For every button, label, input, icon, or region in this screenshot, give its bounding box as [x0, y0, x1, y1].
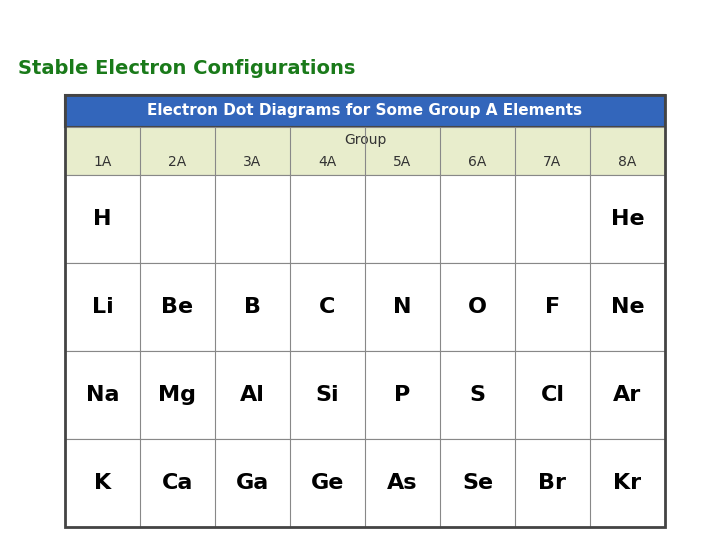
Bar	[65, 175, 665, 263]
Text: Br: Br	[539, 473, 567, 493]
Text: He: He	[611, 209, 644, 229]
Text: Li: Li	[91, 297, 113, 317]
Text: N: N	[393, 297, 412, 317]
Text: B: B	[244, 297, 261, 317]
Text: 6A: 6A	[468, 154, 487, 168]
Text: Se: Se	[462, 473, 493, 493]
Text: Mg: Mg	[158, 385, 197, 405]
Text: 3A: 3A	[243, 154, 261, 168]
Text: 7A: 7A	[544, 154, 562, 168]
Bar	[65, 95, 665, 127]
Text: Ga: Ga	[236, 473, 269, 493]
Bar	[65, 351, 665, 439]
Text: 4A: 4A	[318, 154, 337, 168]
Text: S: S	[469, 385, 485, 405]
Text: Stable Electron Configurations: Stable Electron Configurations	[18, 58, 356, 78]
Text: F: F	[545, 297, 560, 317]
Text: As: As	[387, 473, 418, 493]
Text: Na: Na	[86, 385, 120, 405]
Text: P: P	[395, 385, 410, 405]
Text: Kr: Kr	[613, 473, 642, 493]
Text: 2A: 2A	[168, 154, 186, 168]
Text: Be: Be	[161, 297, 194, 317]
Text: O: O	[468, 297, 487, 317]
Text: 5A: 5A	[393, 154, 412, 168]
Text: Electron Dot Diagrams for Some Group A Elements: Electron Dot Diagrams for Some Group A E…	[148, 104, 582, 118]
Text: Group: Group	[344, 133, 386, 147]
Text: Ne: Ne	[611, 297, 644, 317]
Text: Si: Si	[315, 385, 339, 405]
Text: Ca: Ca	[162, 473, 193, 493]
Text: C: C	[319, 297, 336, 317]
Bar	[65, 95, 665, 527]
Text: Ge: Ge	[311, 473, 344, 493]
Text: 8A: 8A	[618, 154, 636, 168]
Bar	[65, 127, 665, 175]
Text: H: H	[94, 209, 112, 229]
Text: Cl: Cl	[541, 385, 564, 405]
Bar	[65, 263, 665, 351]
Text: Al: Al	[240, 385, 265, 405]
Text: Ar: Ar	[613, 385, 642, 405]
Bar	[65, 439, 665, 527]
Text: K: K	[94, 473, 111, 493]
Text: 1A: 1A	[94, 154, 112, 168]
